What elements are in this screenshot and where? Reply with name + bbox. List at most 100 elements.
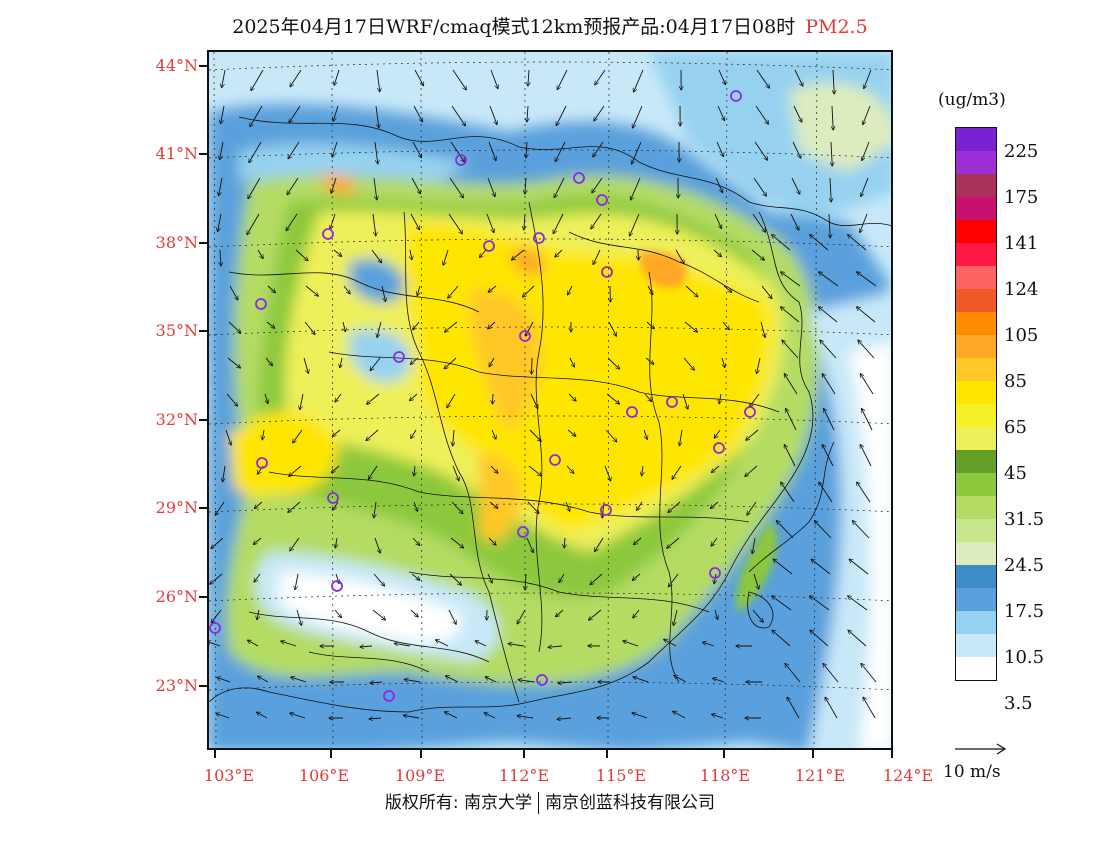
- wind-arrow-icon: [331, 177, 337, 193]
- wind-arrow-icon: [745, 465, 758, 476]
- station-marker-icon: [393, 351, 405, 363]
- legend-swatch: [956, 657, 996, 680]
- wind-arrow-icon: [410, 249, 412, 260]
- lat-label: 23°N: [155, 676, 198, 695]
- wind-arrow-icon: [360, 646, 373, 647]
- wind-arrow-icon: [861, 663, 877, 683]
- wind-arrow-icon: [220, 141, 224, 160]
- wind-arrow-icon: [703, 642, 715, 647]
- wind-arrow-icon: [527, 501, 539, 514]
- wind-arrow-icon: [448, 285, 459, 298]
- wind-arrow-icon: [776, 521, 794, 539]
- wind-arrow-icon: [643, 429, 647, 439]
- wind-arrow-icon: [295, 249, 308, 261]
- wind-arrow-icon: [790, 213, 799, 230]
- wind-arrow-icon: [565, 501, 570, 511]
- wind-arrow-icon: [679, 429, 683, 446]
- wind-arrow-icon: [722, 357, 725, 368]
- wind-arrow-icon: [823, 663, 839, 683]
- wind-arrow-icon: [256, 712, 268, 719]
- wind-arrow-icon: [863, 697, 876, 719]
- wind-arrow-icon: [752, 609, 763, 622]
- monitoring-stations: [209, 90, 756, 702]
- wind-arrow-icon: [747, 501, 757, 515]
- wind-arrow-icon: [374, 501, 376, 518]
- wind-arrow-icon: [444, 712, 458, 719]
- wind-arrow-icon: [489, 501, 498, 508]
- wind-arrow-icon: [289, 105, 301, 123]
- station-marker-icon: [666, 396, 678, 408]
- station-marker-icon: [383, 690, 395, 702]
- wind-arrow-icon: [761, 285, 772, 299]
- wind-arrow-icon: [489, 105, 497, 125]
- wind-arrow-icon: [281, 641, 297, 647]
- wind-arrow-icon: [488, 141, 496, 161]
- wind-arrow-icon: [484, 713, 496, 719]
- wind-arrow-icon: [404, 679, 421, 683]
- wind-arrow-icon: [814, 521, 832, 539]
- wind-arrow-icon: [219, 177, 223, 196]
- wind-arrow-icon: [672, 465, 682, 479]
- wind-arrow-icon: [249, 141, 262, 163]
- wind-arrow-icon: [558, 682, 573, 683]
- wind-arrow-icon: [863, 105, 871, 125]
- wind-arrow-icon: [492, 393, 493, 404]
- wind-arrow-icon: [368, 465, 378, 479]
- wind-arrow-icon: [667, 537, 680, 548]
- wind-arrow-icon: [410, 357, 419, 364]
- wind-arrow-icon: [753, 573, 759, 589]
- wind-arrow-icon: [410, 213, 420, 230]
- wind-arrow-icon: [413, 105, 423, 122]
- wind-arrow-icon: [594, 105, 605, 121]
- legend-label: 3.5: [1004, 693, 1033, 714]
- legend-label: 85: [1004, 371, 1027, 392]
- wind-arrow-icon: [448, 213, 462, 234]
- wind-arrow-icon: [593, 249, 601, 264]
- wind-arrow-icon: [491, 429, 496, 439]
- wind-arrow-icon: [525, 177, 526, 194]
- wind-arrow-icon: [605, 429, 617, 442]
- wind-arrow-icon: [250, 105, 263, 127]
- station-marker-icon: [255, 298, 267, 310]
- station-marker-icon: [549, 454, 561, 466]
- wind-arrow-icon: [675, 249, 684, 264]
- lat-label: 41°N: [155, 144, 198, 163]
- wind-arrow-icon: [253, 537, 262, 544]
- wind-arrow-icon: [450, 537, 464, 548]
- legend-swatch: [956, 588, 996, 611]
- wind-arrow-icon: [451, 501, 463, 514]
- wind-arrow-icon: [553, 213, 564, 234]
- wind-arrow-icon: [343, 321, 345, 332]
- legend-swatch: [956, 197, 996, 220]
- wind-arrow-icon: [511, 249, 525, 260]
- wind-arrow-icon: [591, 213, 602, 229]
- wind-arrow-icon: [604, 465, 611, 481]
- lon-label: 112°E: [498, 766, 550, 785]
- legend-swatch: [956, 289, 996, 312]
- wind-arrow-icon: [852, 521, 870, 539]
- wind-arrow-icon: [411, 573, 420, 580]
- wind-arrow-icon: [631, 177, 641, 200]
- wind-arrow-icon: [858, 340, 875, 359]
- wind-arrow-icon: [265, 357, 272, 366]
- legend-label: 24.5: [1004, 555, 1045, 576]
- wind-arrow-icon: [711, 465, 720, 472]
- station-marker-icon: [455, 154, 467, 166]
- wind-arrow-icon: [822, 374, 836, 395]
- wind-arrow-icon: [414, 465, 415, 476]
- wind-arrow-icon: [444, 357, 457, 369]
- wind-arrow-icon: [568, 393, 576, 401]
- lat-label: 44°N: [155, 56, 198, 75]
- wind-arrow-icon: [715, 609, 718, 620]
- wind-arrow-icon: [331, 465, 340, 473]
- wind-arrow-icon: [750, 393, 760, 407]
- wind-arrow-icon: [857, 482, 871, 503]
- wind-arrow-icon: [723, 285, 732, 292]
- wind-arrow-icon: [373, 573, 385, 586]
- wind-arrow-icon: [772, 235, 791, 251]
- wind-arrow-icon: [381, 285, 386, 302]
- legend-label: 175: [1004, 187, 1039, 208]
- legend-label: 45: [1004, 463, 1027, 484]
- wind-arrow-icon: [713, 249, 721, 257]
- wind-arrow-icon: [848, 235, 867, 251]
